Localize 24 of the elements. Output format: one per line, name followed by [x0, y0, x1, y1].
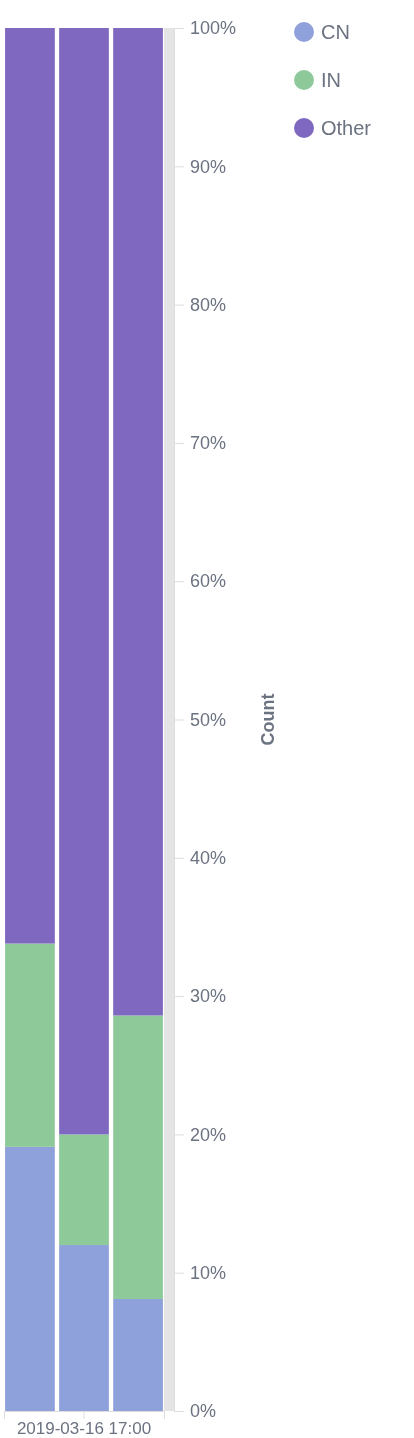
bar: [59, 1245, 109, 1411]
bar: [59, 1134, 109, 1246]
x-tick-label: 2019-03-16 17:00: [16, 1419, 152, 1438]
y-tick-label: 30%: [190, 986, 227, 1007]
y-tick-label: 40%: [190, 848, 227, 869]
bar: [5, 943, 55, 1147]
legend-label: IN: [321, 69, 341, 91]
bar: [5, 28, 55, 944]
y-tick-label: 10%: [190, 1262, 227, 1283]
y-tick-label: 60%: [190, 571, 227, 592]
y-tick-label: 0%: [190, 1401, 217, 1422]
y-tick-label: 70%: [190, 433, 227, 454]
bar: [5, 1146, 55, 1411]
y-tick-label: 90%: [190, 156, 227, 177]
bar: [113, 1298, 163, 1411]
y-axis-title: Count: [258, 693, 278, 746]
y-tick-label: 20%: [190, 1124, 227, 1145]
y-tick-label: 100%: [190, 18, 237, 39]
y-tick-label: 50%: [190, 709, 227, 730]
y-tick-label: 80%: [190, 294, 227, 315]
bar: [59, 28, 109, 1135]
legend-label: CN: [321, 21, 350, 43]
legend-label: Other: [321, 117, 372, 139]
bar: [113, 1015, 163, 1299]
